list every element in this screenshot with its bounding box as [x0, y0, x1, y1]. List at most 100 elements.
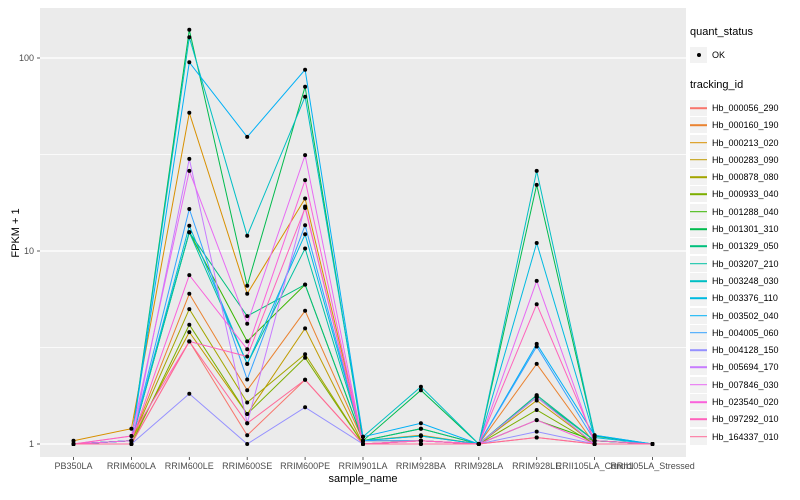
- y-tick-label: 1: [28, 439, 34, 449]
- line-swatch-icon: [690, 245, 707, 248]
- legend-item-label: Hb_000213_020: [712, 137, 779, 148]
- legend-item: Hb_000878_080: [690, 168, 800, 186]
- data-point: [71, 438, 76, 443]
- data-point: [187, 60, 192, 65]
- data-point: [187, 35, 192, 40]
- data-point: [245, 314, 250, 319]
- series-color-key: [690, 99, 707, 116]
- data-point: [245, 321, 250, 326]
- data-point: [187, 273, 192, 278]
- legend-title-tracking-id: tracking_id: [690, 79, 744, 92]
- x-tick-label: RRIM600SE: [222, 461, 273, 471]
- data-point: [245, 354, 250, 359]
- data-point: [534, 302, 539, 307]
- series-color-key: [690, 151, 707, 168]
- series-color-key: [690, 411, 707, 428]
- data-point: [187, 291, 192, 296]
- x-tick-label: RRIM928LA: [454, 461, 504, 471]
- data-point: [187, 168, 192, 173]
- x-tick-label: RRIM901LA: [338, 461, 388, 471]
- data-point: [245, 377, 250, 382]
- data-point: [534, 418, 539, 423]
- data-point: [303, 232, 308, 237]
- x-tick-label: RRIM928LE: [512, 461, 562, 471]
- series-color-key: [690, 134, 707, 151]
- legend-item: Hb_003207_210: [690, 255, 800, 272]
- data-point: [418, 426, 423, 431]
- legend-item-label: Hb_001329_050: [712, 241, 779, 252]
- data-point: [592, 433, 597, 438]
- series-color-key: [690, 272, 707, 289]
- series-color-key: [690, 117, 707, 134]
- data-point: [303, 405, 308, 410]
- data-point: [129, 442, 134, 446]
- legend-item-label: Hb_004128_150: [712, 345, 779, 356]
- data-point: [71, 442, 76, 446]
- data-point: [418, 442, 423, 446]
- legend-item-label: Hb_000056_290: [712, 102, 779, 113]
- data-point: [592, 442, 597, 446]
- legend-item: Hb_000213_020: [690, 134, 800, 151]
- data-point: [245, 291, 250, 296]
- data-point: [187, 223, 192, 228]
- line-swatch-icon: [690, 332, 707, 334]
- line-swatch-icon: [690, 383, 707, 386]
- data-point: [303, 153, 308, 158]
- legend-item-label: OK: [712, 49, 726, 60]
- legend-item: Hb_001301_310: [690, 220, 800, 238]
- legend-item-label: Hb_000283_090: [712, 154, 779, 165]
- line-swatch-icon: [690, 176, 707, 178]
- data-point: [245, 421, 250, 426]
- series-color-key: [690, 221, 707, 238]
- legend-item-label: Hb_003248_030: [712, 275, 779, 286]
- x-tick-label: RRIM600PE: [280, 461, 331, 471]
- line-swatch-icon: [690, 435, 707, 438]
- legend-item-label: Hb_164337_010: [712, 431, 779, 442]
- legend-item-label: Hb_003376_110: [712, 293, 778, 304]
- data-point: [534, 429, 539, 434]
- legend-item: Hb_000056_290: [690, 99, 800, 116]
- point-icon: [696, 52, 701, 57]
- data-point: [303, 206, 308, 210]
- legend-tracking-items: Hb_000056_290 Hb_000160_190 Hb_000213_020 H…: [690, 99, 800, 445]
- data-point: [303, 67, 308, 72]
- data-point: [534, 395, 539, 400]
- data-point: [592, 438, 597, 443]
- data-point: [129, 426, 134, 431]
- data-point: [187, 391, 192, 396]
- series-color-key: [690, 342, 707, 359]
- data-point: [303, 352, 308, 357]
- data-point: [418, 421, 423, 426]
- data-point: [534, 278, 539, 283]
- legend-item: Hb_000933_040: [690, 186, 800, 203]
- data-point: [129, 434, 134, 438]
- legend-item-label: Hb_004005_060: [712, 327, 779, 338]
- data-point: [187, 110, 192, 115]
- line-swatch-icon: [690, 193, 707, 196]
- data-point: [534, 408, 539, 412]
- data-point: [245, 339, 250, 344]
- legend-item: Hb_003248_030: [690, 272, 800, 289]
- data-point: [245, 388, 250, 393]
- legend-item-label: Hb_003502_040: [712, 310, 779, 321]
- data-point: [187, 322, 192, 327]
- data-point: [303, 246, 308, 251]
- series-color-key: [690, 428, 707, 445]
- line-swatch-icon: [690, 297, 707, 299]
- data-point: [245, 283, 250, 288]
- data-point: [187, 330, 192, 335]
- data-point: [534, 182, 539, 187]
- data-point: [245, 233, 250, 238]
- data-point: [245, 400, 250, 405]
- legend-item: Hb_000160_190: [690, 117, 800, 134]
- data-point: [534, 168, 539, 173]
- line-swatch-icon: [690, 159, 707, 161]
- plot-panel: [40, 8, 686, 457]
- data-point: [187, 207, 192, 211]
- series-color-key: [690, 255, 707, 272]
- series-color-key: [690, 376, 707, 393]
- line-swatch-icon: [690, 141, 707, 144]
- data-point: [187, 339, 192, 344]
- data-point: [245, 134, 250, 139]
- legend-item-label: Hb_001288_040: [712, 206, 779, 217]
